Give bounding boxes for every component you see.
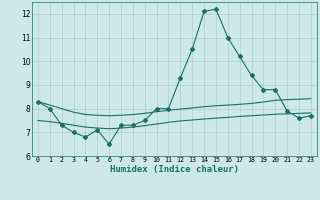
X-axis label: Humidex (Indice chaleur): Humidex (Indice chaleur)	[110, 165, 239, 174]
